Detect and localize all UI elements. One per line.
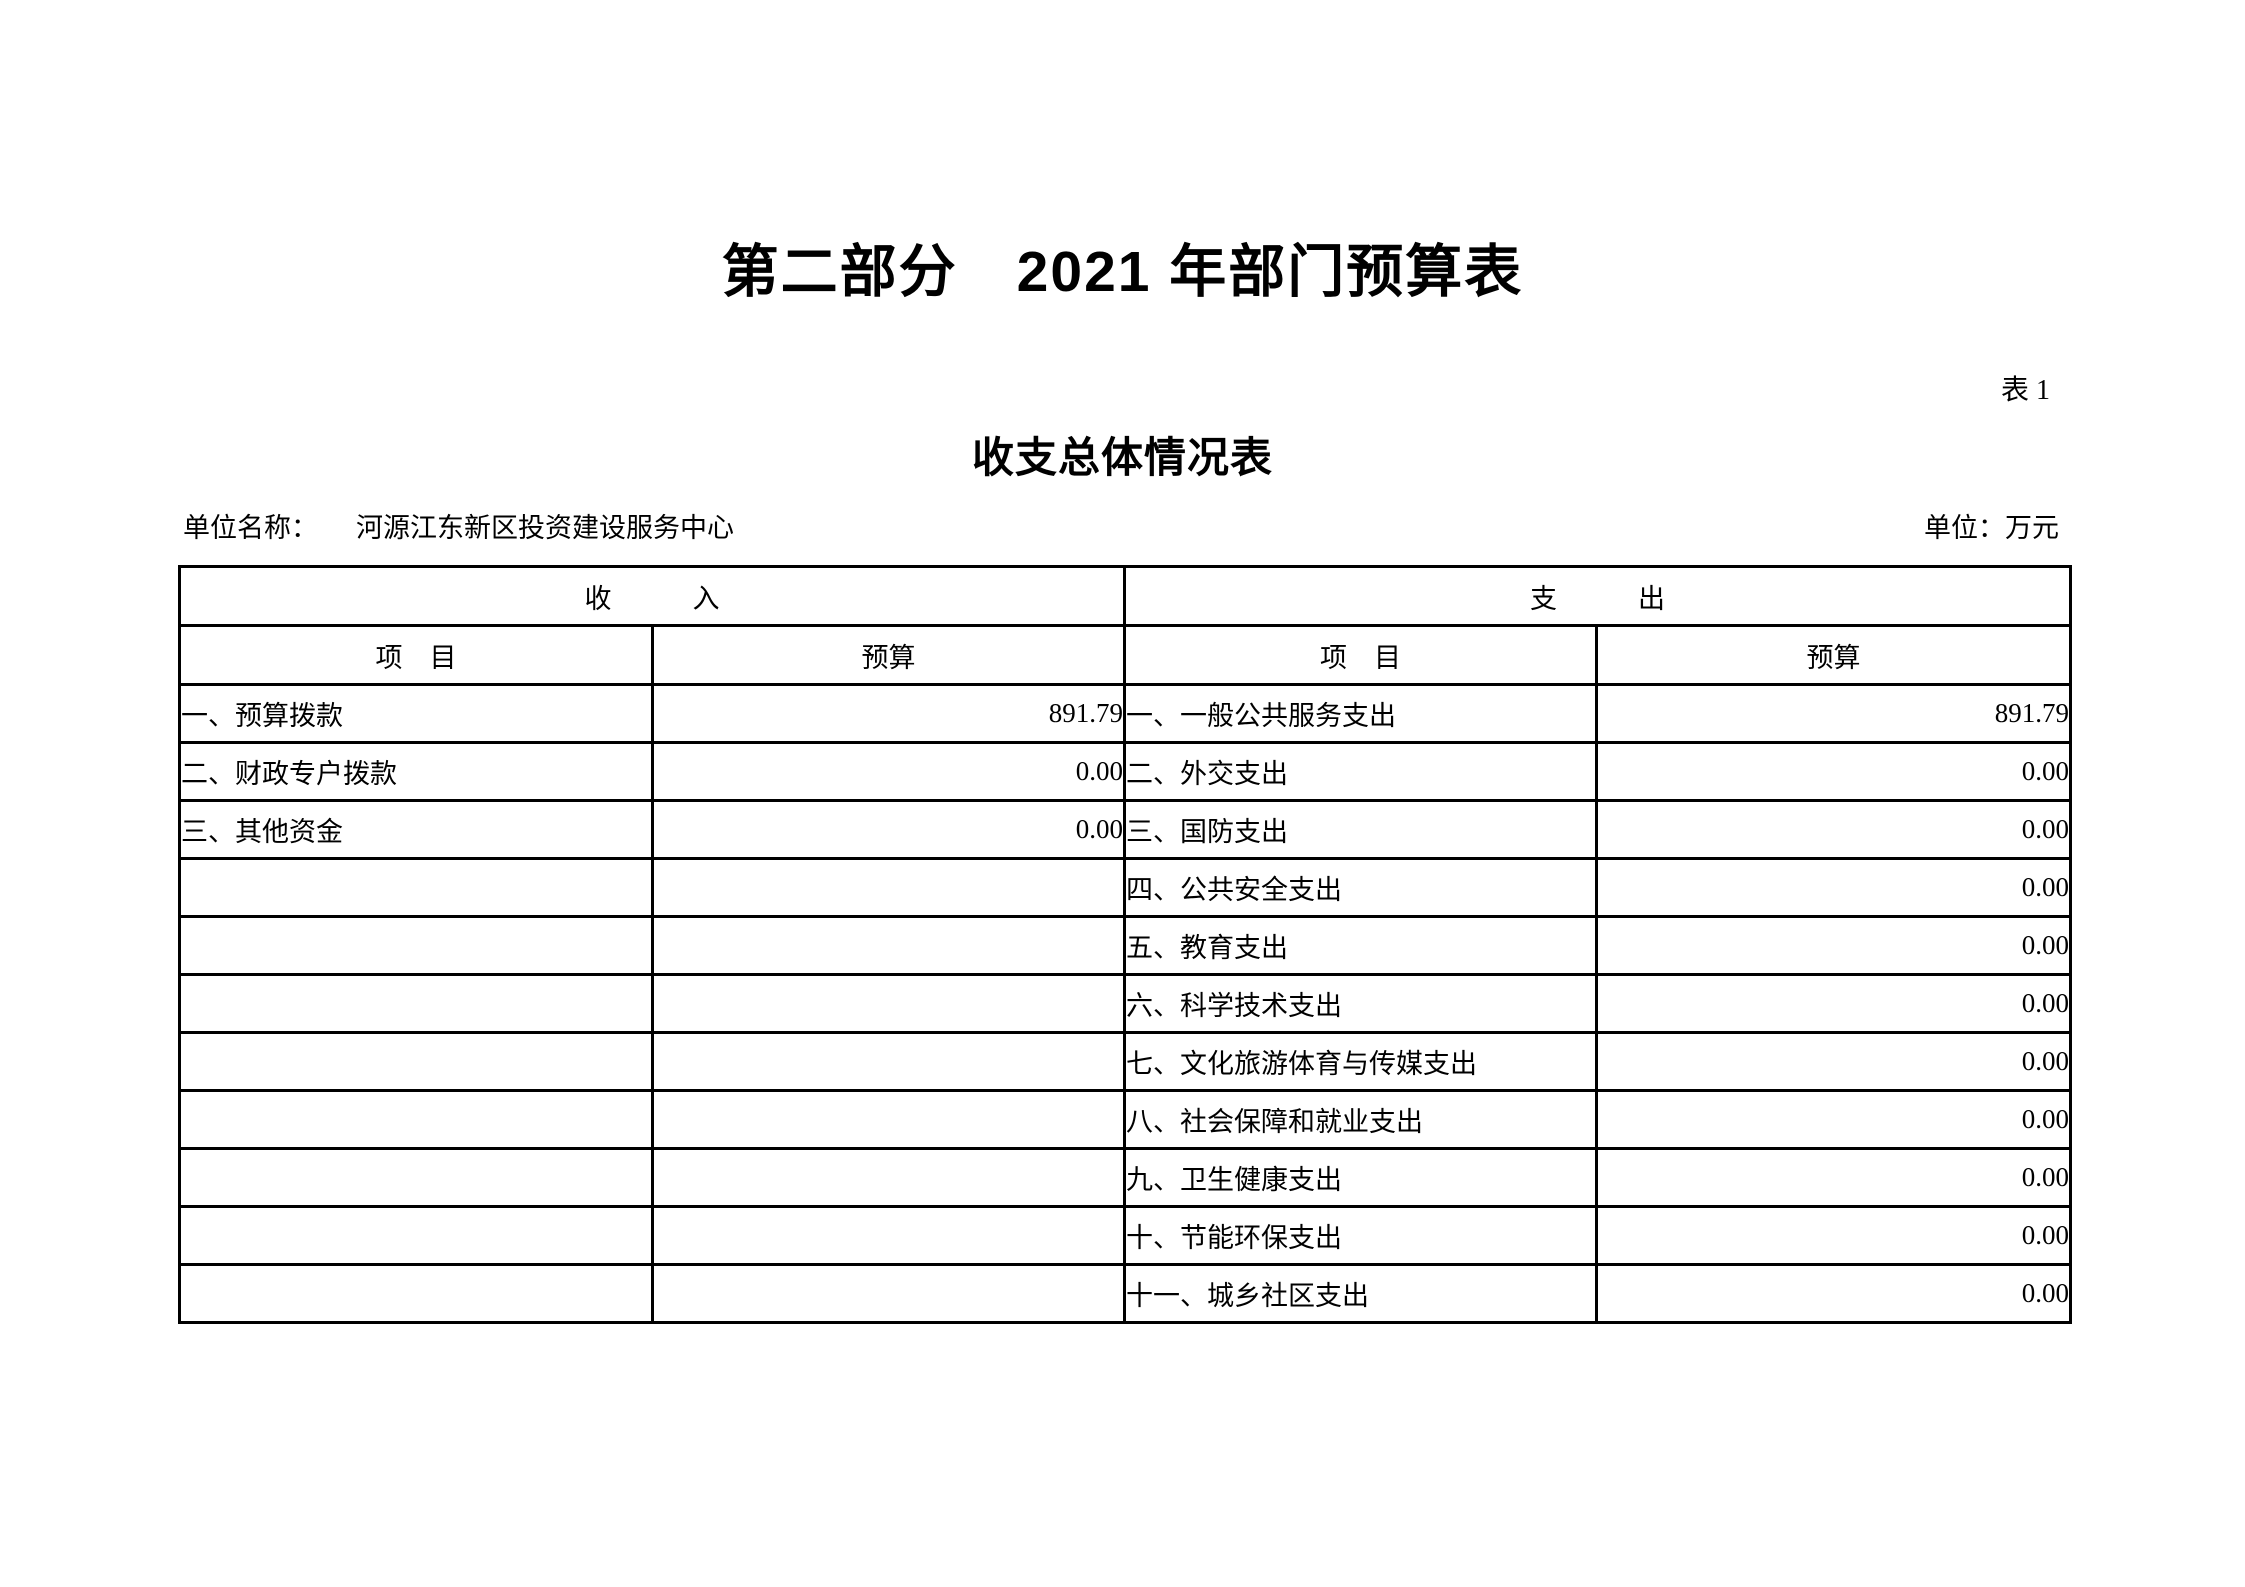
unit-line: 单位名称： 河源江东新区投资建设服务中心 单位：万元	[183, 512, 2065, 544]
income-item-cell	[178, 1147, 654, 1208]
income-budget-cell: 891.79	[651, 683, 1126, 744]
expenditure-item-cell: 二、外交支出	[1123, 741, 1598, 802]
income-item-column-header: 项 目	[178, 624, 654, 686]
expenditure-budget-cell: 0.00	[1595, 1263, 2072, 1324]
income-budget-column-header: 预算	[651, 624, 1126, 686]
table-row: 一、预算拨款 891.79 一、一般公共服务支出 891.79	[178, 683, 2072, 744]
expenditure-item-cell: 一、一般公共服务支出	[1123, 683, 1598, 744]
expenditure-item-cell: 八、社会保障和就业支出	[1123, 1089, 1598, 1150]
income-budget-cell: 0.00	[651, 741, 1126, 802]
expenditure-budget-cell: 0.00	[1595, 741, 2072, 802]
income-budget-cell	[651, 1147, 1126, 1208]
expenditure-budget-cell: 0.00	[1595, 1089, 2072, 1150]
income-item-cell	[178, 915, 654, 976]
income-budget-cell	[651, 915, 1126, 976]
expenditure-item-cell: 五、教育支出	[1123, 915, 1598, 976]
expenditure-budget-cell: 0.00	[1595, 799, 2072, 860]
income-budget-cell	[651, 1263, 1126, 1324]
column-header-row: 项 目 预算 项 目 预算	[178, 624, 2072, 686]
expenditure-budget-cell: 0.00	[1595, 857, 2072, 918]
unit-name-label: 单位名称：	[183, 513, 318, 543]
expenditure-item-column-header: 项 目	[1123, 624, 1598, 686]
income-item-cell: 一、预算拨款	[178, 683, 654, 744]
budget-table-body: 一、预算拨款 891.79 一、一般公共服务支出 891.79 二、财政专户拨款 0.00…	[178, 683, 2072, 1324]
table-row: 五、教育支出 0.00	[178, 915, 2072, 976]
expenditure-item-cell: 十一、城乡社区支出	[1123, 1263, 1598, 1324]
income-item-cell	[178, 1205, 654, 1266]
unit-of-measure-label: 单位：万元	[1924, 513, 2059, 543]
income-item-cell: 三、其他资金	[178, 799, 654, 860]
table-title: 收支总体情况表	[971, 436, 1273, 482]
expenditure-budget-column-header: 预算	[1595, 624, 2072, 686]
table-row: 四、公共安全支出 0.00	[178, 857, 2072, 918]
expenditure-item-cell: 三、国防支出	[1123, 799, 1598, 860]
table-number-label: 表 1	[2000, 375, 2050, 406]
unit-name-value: 河源江东新区投资建设服务中心	[356, 513, 734, 543]
expenditure-item-cell: 六、科学技术支出	[1123, 973, 1598, 1034]
budget-table-head: 收 入 支 出 项 目 预算 项 目 预算	[178, 565, 2072, 686]
table-row: 七、文化旅游体育与传媒支出 0.00	[178, 1031, 2072, 1092]
income-item-cell: 二、财政专户拨款	[178, 741, 654, 802]
section-header-row: 收 入 支 出	[178, 565, 2072, 627]
expenditure-budget-cell: 0.00	[1595, 973, 2072, 1034]
income-budget-cell	[651, 1205, 1126, 1266]
expenditure-budget-cell: 891.79	[1595, 683, 2072, 744]
expenditure-budget-cell: 0.00	[1595, 915, 2072, 976]
expenditure-budget-cell: 0.00	[1595, 1031, 2072, 1092]
income-item-cell	[178, 1031, 654, 1092]
expenditure-item-cell: 十、节能环保支出	[1123, 1205, 1598, 1266]
expenditure-section-header: 支 出	[1123, 565, 2072, 627]
expenditure-item-cell: 四、公共安全支出	[1123, 857, 1598, 918]
income-budget-cell: 0.00	[651, 799, 1126, 860]
budget-table: 收 入 支 出 项 目 预算 项 目 预算 一、预算拨款 891.79 一、一般公共…	[178, 565, 2072, 1324]
income-item-cell	[178, 1263, 654, 1324]
income-budget-cell	[651, 857, 1126, 918]
income-section-header: 收 入	[178, 565, 1126, 627]
income-budget-cell	[651, 1089, 1126, 1150]
page-title: 第二部分 2021 年部门预算表	[721, 240, 1524, 304]
table-row: 二、财政专户拨款 0.00 二、外交支出 0.00	[178, 741, 2072, 802]
income-item-cell	[178, 1089, 654, 1150]
income-item-cell	[178, 857, 654, 918]
income-budget-cell	[651, 973, 1126, 1034]
table-row: 十一、城乡社区支出 0.00	[178, 1263, 2072, 1324]
table-row: 三、其他资金 0.00 三、国防支出 0.00	[178, 799, 2072, 860]
table-row: 九、卫生健康支出 0.00	[178, 1147, 2072, 1208]
table-row: 十、节能环保支出 0.00	[178, 1205, 2072, 1266]
table-row: 八、社会保障和就业支出 0.00	[178, 1089, 2072, 1150]
expenditure-item-cell: 九、卫生健康支出	[1123, 1147, 1598, 1208]
expenditure-budget-cell: 0.00	[1595, 1205, 2072, 1266]
expenditure-budget-cell: 0.00	[1595, 1147, 2072, 1208]
table-row: 六、科学技术支出 0.00	[178, 973, 2072, 1034]
income-budget-cell	[651, 1031, 1126, 1092]
expenditure-item-cell: 七、文化旅游体育与传媒支出	[1123, 1031, 1598, 1092]
income-item-cell	[178, 973, 654, 1034]
